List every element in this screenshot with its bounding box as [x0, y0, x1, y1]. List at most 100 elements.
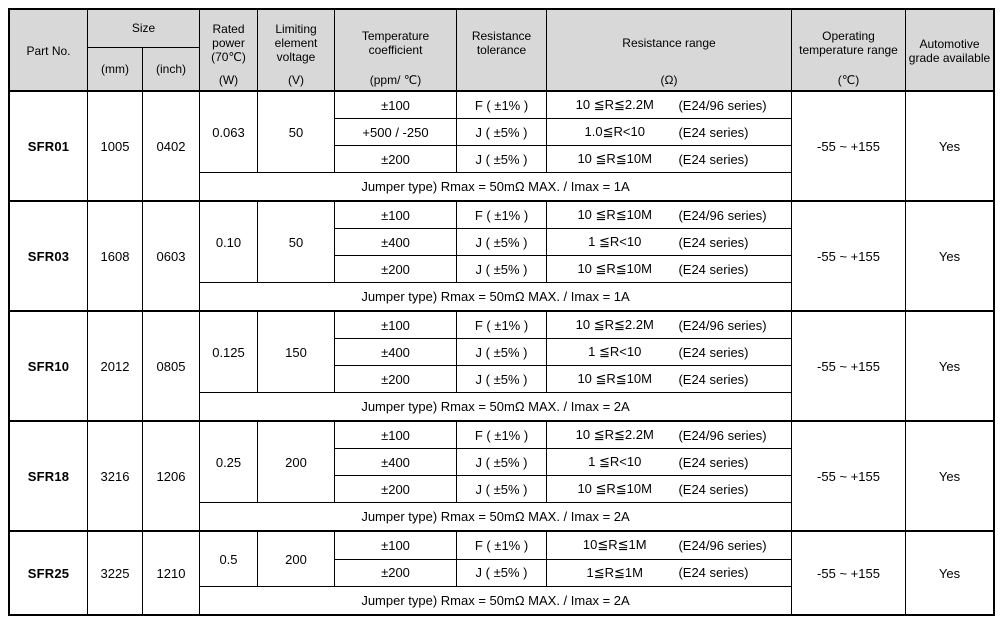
spec-section: 0.5 200 ±100 F ( ±1% ) 10≦R≦1M (E24/96 s… [200, 532, 792, 614]
temp-coefficient: ±100 [335, 312, 457, 338]
resistance-range: 10 ≦R≦10M (E24 series) [547, 146, 791, 172]
resistance-tolerance: F ( ±1% ) [457, 92, 547, 118]
spec-rows: ±100 F ( ±1% ) 10 ≦R≦2.2M (E24/96 series… [335, 422, 791, 502]
header-size-group: Size (mm) (inch) [88, 10, 200, 90]
part-no: SFR01 [10, 92, 88, 200]
spec-row: ±200 J ( ±5% ) 10 ≦R≦10M (E24 series) [335, 476, 791, 502]
size-inch: 1206 [143, 422, 200, 530]
spec-row: ±100 F ( ±1% ) 10≦R≦1M (E24/96 series) [335, 532, 791, 560]
header-resistance-range-label: Resistance range [622, 35, 716, 50]
header-part-no-label: Part No. [26, 43, 71, 58]
header-temp-coefficient-label: Temperature coefficient [361, 28, 430, 57]
temp-coefficient: ±100 [335, 532, 457, 559]
resistance-tolerance: J ( ±5% ) [457, 119, 547, 145]
jumper-note: Jumper type) Rmax = 50mΩ MAX. / Imax = 2… [361, 399, 630, 414]
header-resistance-range-unit: (Ω) [660, 73, 678, 87]
header-rated-power-label: Rated power (70℃) [211, 21, 246, 65]
table-row: SFR03 1608 0603 0.10 50 ±100 F ( ±1% ) 1… [10, 202, 993, 312]
temp-coefficient: +500 / -250 [335, 119, 457, 145]
range-value: 10 ≦R≦10M [577, 261, 652, 276]
resistance-tolerance: F ( ±1% ) [457, 422, 547, 448]
automotive-grade: Yes [938, 358, 961, 374]
resistance-range: 1 ≦R<10 (E24 series) [547, 449, 791, 475]
size-inch: 0805 [143, 312, 200, 420]
table-row: SFR10 2012 0805 0.125 150 ±100 F ( ±1% )… [10, 312, 993, 422]
header-automotive-label: Automotive grade available [908, 36, 991, 65]
range-series: (E24/96 series) [678, 207, 767, 223]
header-resistance-tolerance: Resistance tolerance [457, 10, 547, 90]
header-automotive: Automotive grade available [906, 10, 993, 90]
size-mm: 3216 [88, 422, 143, 530]
range-series: (E24/96 series) [678, 317, 767, 333]
range-series: (E24 series) [678, 151, 749, 167]
size-mm: 1005 [88, 92, 143, 200]
spec-row: ±400 J ( ±5% ) 1 ≦R<10 (E24 series) [335, 449, 791, 476]
limiting-voltage: 50 [258, 202, 335, 282]
range-value: 1 ≦R<10 [588, 234, 642, 249]
operating-temp-range: -55 ~ +155 [792, 202, 906, 310]
resistance-tolerance: J ( ±5% ) [457, 366, 547, 392]
resistance-tolerance: F ( ±1% ) [457, 532, 547, 559]
jumper-note: Jumper type) Rmax = 50mΩ MAX. / Imax = 1… [361, 179, 630, 194]
range-series: (E24 series) [678, 124, 749, 140]
temp-coefficient: ±100 [335, 202, 457, 228]
resistance-range: 10 ≦R≦10M (E24 series) [547, 256, 791, 282]
resistance-tolerance: J ( ±5% ) [457, 229, 547, 255]
temp-coefficient: ±200 [335, 559, 457, 586]
temp-coefficient: ±200 [335, 256, 457, 282]
spec-row: ±200 J ( ±5% ) 10 ≦R≦10M (E24 series) [335, 256, 791, 282]
temp-coefficient: ±400 [335, 339, 457, 365]
size-inch: 0603 [143, 202, 200, 310]
resistance-range: 10 ≦R≦2.2M (E24/96 series) [547, 312, 791, 338]
spec-rows: ±100 F ( ±1% ) 10 ≦R≦2.2M (E24/96 series… [335, 92, 791, 172]
range-value: 1 ≦R<10 [588, 454, 642, 469]
range-series: (E24/96 series) [678, 537, 767, 553]
resistance-range: 10 ≦R≦10M (E24/96 series) [547, 202, 791, 228]
range-value: 1.0≦R<10 [584, 124, 645, 139]
header-rated-power: Rated power (70℃) (W) [200, 10, 258, 90]
resistance-range: 1 ≦R<10 (E24 series) [547, 229, 791, 255]
spec-row: +500 / -250 J ( ±5% ) 1.0≦R<10 (E24 seri… [335, 119, 791, 146]
header-temp-coefficient-unit: (ppm/ ℃) [369, 73, 422, 87]
resistance-range: 10≦R≦1M (E24/96 series) [547, 532, 791, 559]
rated-power: 0.10 [200, 202, 258, 282]
range-series: (E24 series) [678, 454, 749, 470]
resistance-tolerance: J ( ±5% ) [457, 256, 547, 282]
resistance-tolerance: F ( ±1% ) [457, 312, 547, 338]
resistance-tolerance: J ( ±5% ) [457, 559, 547, 586]
part-no: SFR18 [10, 422, 88, 530]
range-value: 10 ≦R≦10M [577, 481, 652, 496]
spec-top: 0.25 200 ±100 F ( ±1% ) 10 ≦R≦2.2M (E24/… [200, 422, 791, 503]
header-limiting-voltage-unit: (V) [288, 73, 304, 87]
header-size-units: (mm) (inch) [88, 48, 199, 90]
resistance-tolerance: J ( ±5% ) [457, 449, 547, 475]
spec-row: ±200 J ( ±5% ) 1≦R≦1M (E24 series) [335, 559, 791, 587]
header-size-inch: (inch) [155, 61, 186, 76]
spec-row: ±200 J ( ±5% ) 10 ≦R≦10M (E24 series) [335, 146, 791, 172]
automotive-grade: Yes [938, 565, 961, 581]
size-mm: 1608 [88, 202, 143, 310]
range-series: (E24 series) [678, 234, 749, 250]
range-value: 10 ≦R≦10M [577, 151, 652, 166]
spec-row: ±100 F ( ±1% ) 10 ≦R≦2.2M (E24/96 series… [335, 422, 791, 449]
range-value: 10 ≦R≦10M [577, 207, 652, 222]
header-temp-coefficient: Temperature coefficient (ppm/ ℃) [335, 10, 457, 90]
resistance-tolerance: J ( ±5% ) [457, 146, 547, 172]
range-value: 10 ≦R≦2.2M [575, 317, 654, 332]
temp-coefficient: ±200 [335, 146, 457, 172]
resistance-tolerance: J ( ±5% ) [457, 476, 547, 502]
limiting-voltage: 200 [258, 422, 335, 502]
limiting-voltage: 200 [258, 532, 335, 586]
header-rated-power-unit: (W) [218, 73, 239, 87]
jumper-note: Jumper type) Rmax = 50mΩ MAX. / Imax = 1… [361, 289, 630, 304]
temp-coefficient: ±100 [335, 422, 457, 448]
spec-top: 0.063 50 ±100 F ( ±1% ) 10 ≦R≦2.2M (E24/… [200, 92, 791, 173]
automotive-grade: Yes [938, 138, 961, 154]
resistance-range: 1≦R≦1M (E24 series) [547, 560, 791, 587]
spec-top: 0.10 50 ±100 F ( ±1% ) 10 ≦R≦10M (E24/96… [200, 202, 791, 283]
spec-row: ±400 J ( ±5% ) 1 ≦R<10 (E24 series) [335, 229, 791, 256]
operating-temp-range: -55 ~ +155 [792, 422, 906, 530]
range-value: 10 ≦R≦10M [577, 371, 652, 386]
temp-coefficient: ±400 [335, 229, 457, 255]
range-value: 1 ≦R<10 [588, 344, 642, 359]
